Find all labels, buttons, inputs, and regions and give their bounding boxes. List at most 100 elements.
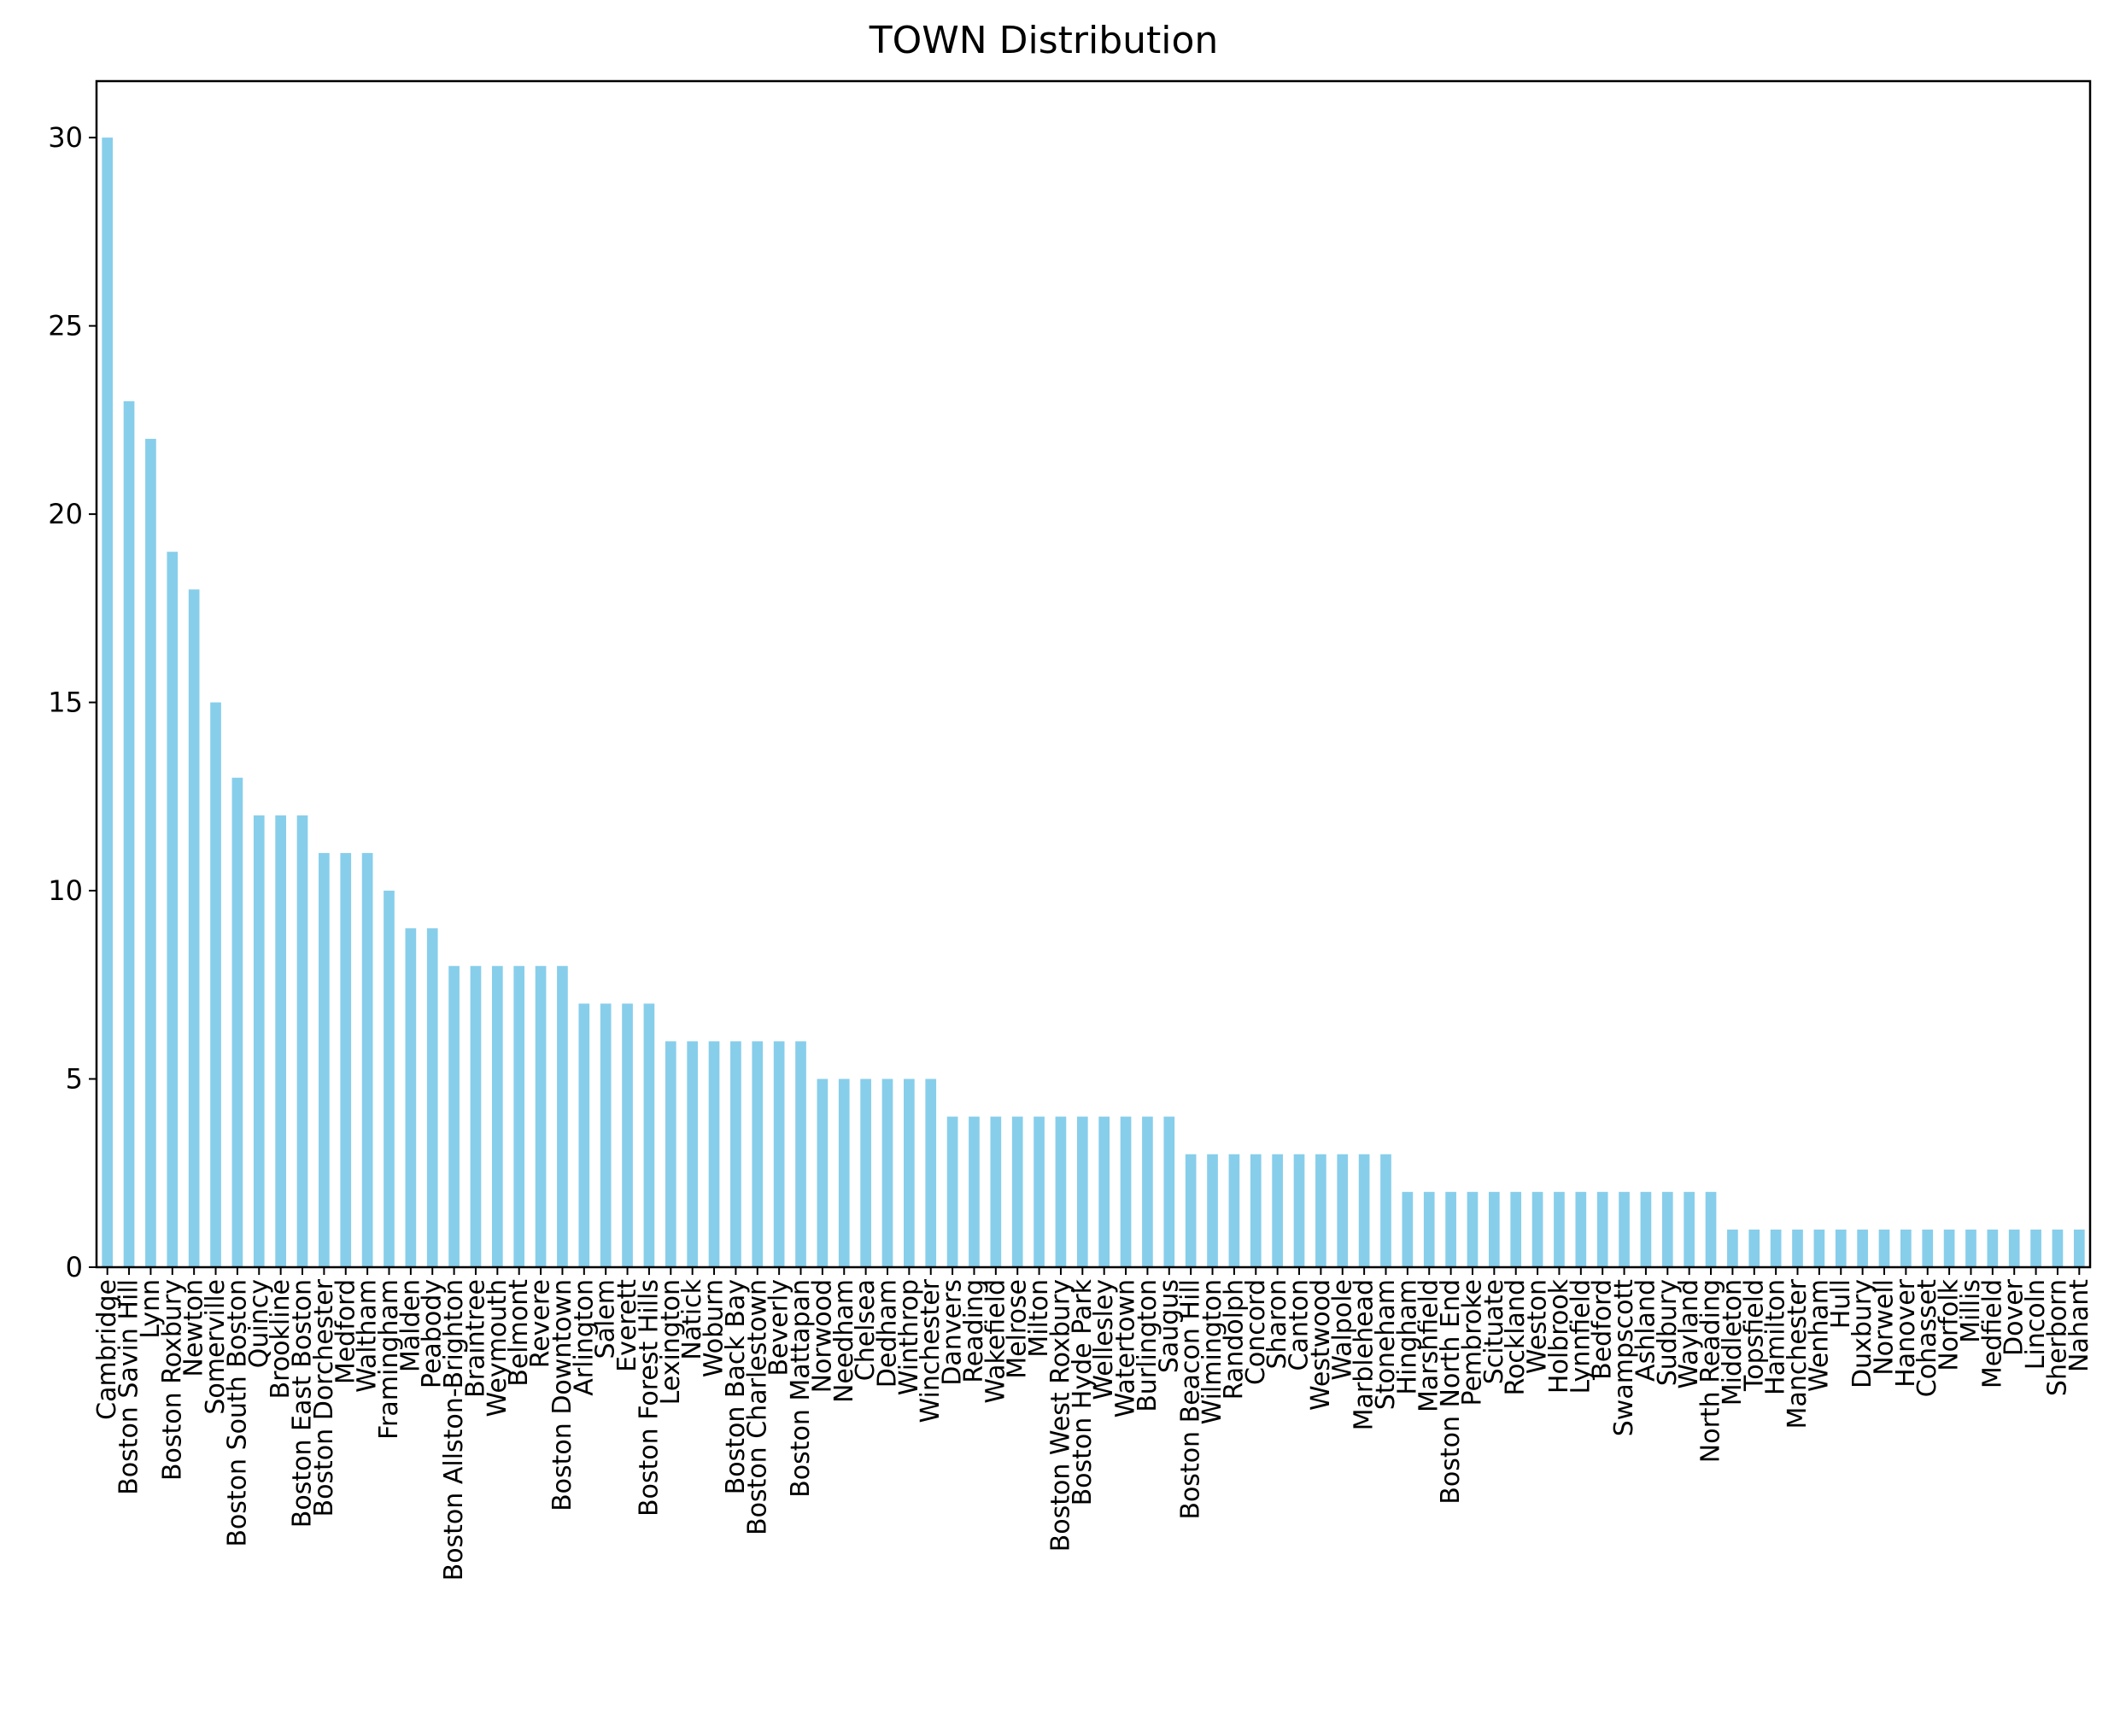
bar-lynnfield [1575,1191,1587,1267]
bar-weston [1531,1191,1543,1267]
x-tick-label: Salem [591,1279,621,1359]
chart-title: TOWN Distribution [869,19,1219,62]
bars-group [102,137,2085,1267]
bar-needham [838,1078,850,1267]
x-tick-label: Hamilton [1761,1279,1791,1395]
bar-boston-mattapan [795,1041,806,1267]
x-tick-label: Boston Mattapan [786,1279,816,1498]
bar-cambridge [102,137,114,1267]
bar-arlington [578,1003,590,1267]
x-tick-label: Concord [1241,1279,1271,1385]
bar-middleton [1727,1229,1738,1267]
bar-manchester [1792,1229,1803,1267]
x-tick-label: Boston Downtown [548,1279,577,1511]
bar-holbrook [1554,1191,1565,1267]
x-tick-label: Wilmington [1198,1279,1227,1424]
x-tick-label: Norfolk [1935,1278,1965,1371]
bar-dover [2008,1229,2020,1267]
x-tick-label: Needham [829,1279,859,1403]
x-tick-label: Manchester [1783,1278,1812,1429]
plot-frame [95,79,2092,1269]
bar-topsfield [1748,1229,1760,1267]
x-tick-label: Braintree [460,1279,490,1398]
x-tick-label: Boston Beacon Hill [1176,1279,1206,1520]
bar-natick [687,1041,698,1267]
bar-winchester [925,1078,937,1267]
x-tick-label: Boston Forest Hills [634,1279,664,1517]
bar-belmont [513,966,525,1267]
bar-everett [622,1003,633,1267]
bar-norwell [1878,1229,1890,1267]
bar-wilmington [1207,1154,1218,1267]
x-tick-label: Boston Hyde Park [1068,1278,1098,1505]
bar-danvers [946,1116,958,1267]
bar-melrose [1011,1116,1023,1267]
x-tick-label: Belmont [504,1279,534,1387]
x-tick-label: Cohasset [1912,1279,1942,1397]
x-tick-label: Millis [1956,1279,1986,1343]
x-tick-label: Danvers [938,1279,968,1386]
x-tick-label: Swampscott [1609,1279,1639,1436]
x-tick-label: Peabody [418,1279,448,1388]
bar-wenham [1813,1229,1825,1267]
bar-swampscott [1619,1191,1630,1267]
x-tick-label: Hanover [1891,1278,1921,1388]
x-tick-label: Boston North End [1436,1279,1466,1505]
bar-boston-beacon-hill [1185,1154,1197,1267]
bar-westwood [1315,1154,1326,1267]
x-tick-label: Boston South Boston [222,1279,252,1547]
x-tick-label: Norwell [1869,1279,1899,1376]
x-tick-label: Bedford [1588,1279,1618,1380]
x-tick-label: Dover [2000,1278,2029,1356]
x-tick-label: Revere [526,1279,556,1368]
y-tick-label: 10 [48,874,83,907]
x-tick-label: Lexington [656,1279,686,1405]
x-tick-label: Quincy [244,1279,274,1368]
bar-burlington [1142,1116,1153,1267]
x-tick-label: Milton [1024,1279,1054,1358]
x-tick-label: Middleton [1718,1279,1748,1406]
bar-rockland [1510,1191,1522,1267]
bar-malden [405,928,417,1267]
bar-boston-hyde-park [1076,1116,1088,1267]
bar-stoneham [1380,1154,1391,1267]
bar-nahant [2073,1229,2085,1267]
x-tick-label: Winchester [916,1278,946,1423]
x-tick-label: Beverly [764,1279,794,1377]
bar-north-reading [1705,1191,1717,1267]
y-tick-label: 0 [66,1251,83,1283]
x-tick-label: Arlington [569,1279,599,1396]
bar-chelsea [860,1078,871,1267]
bar-wellesley [1098,1116,1110,1267]
x-tick-label: Westwood [1306,1279,1336,1411]
bar-sharon [1272,1154,1283,1267]
bar-quincy [253,815,265,1267]
bar-walpole [1337,1154,1349,1267]
bar-wayland [1684,1191,1695,1267]
bar-boston-east-boston [296,815,308,1267]
bar-norfolk [1943,1229,1955,1267]
bar-scituate [1488,1191,1500,1267]
x-tick-label: Weymouth [483,1279,512,1417]
x-tick-label: Randolph [1219,1279,1249,1400]
x-tick-label: Marshfield [1414,1279,1444,1412]
x-tick-label: Norwood [807,1279,837,1393]
x-tick-label: Melrose [1003,1279,1033,1379]
y-tick-label: 5 [66,1063,83,1096]
x-tick-label: Boston Roxbury [157,1279,187,1481]
x-tick-label: Natick [677,1278,707,1359]
x-tick-label: Pembroke [1457,1279,1487,1406]
y-tick-label: 25 [48,310,83,342]
bar-medford [340,852,352,1267]
bar-sherborn [2052,1229,2064,1267]
bar-reading [969,1116,980,1267]
bar-weymouth [491,966,503,1267]
x-tick-label: Sudbury [1653,1279,1683,1386]
x-tick-label: Lincoln [2021,1279,2051,1370]
x-tick-label: Stoneham [1371,1279,1401,1410]
bar-boston-north-end [1445,1191,1456,1267]
x-tick-label: Medfield [1977,1279,2007,1388]
x-tick-label: Malden [395,1279,425,1372]
x-tick-label: Cambridge [92,1279,122,1420]
